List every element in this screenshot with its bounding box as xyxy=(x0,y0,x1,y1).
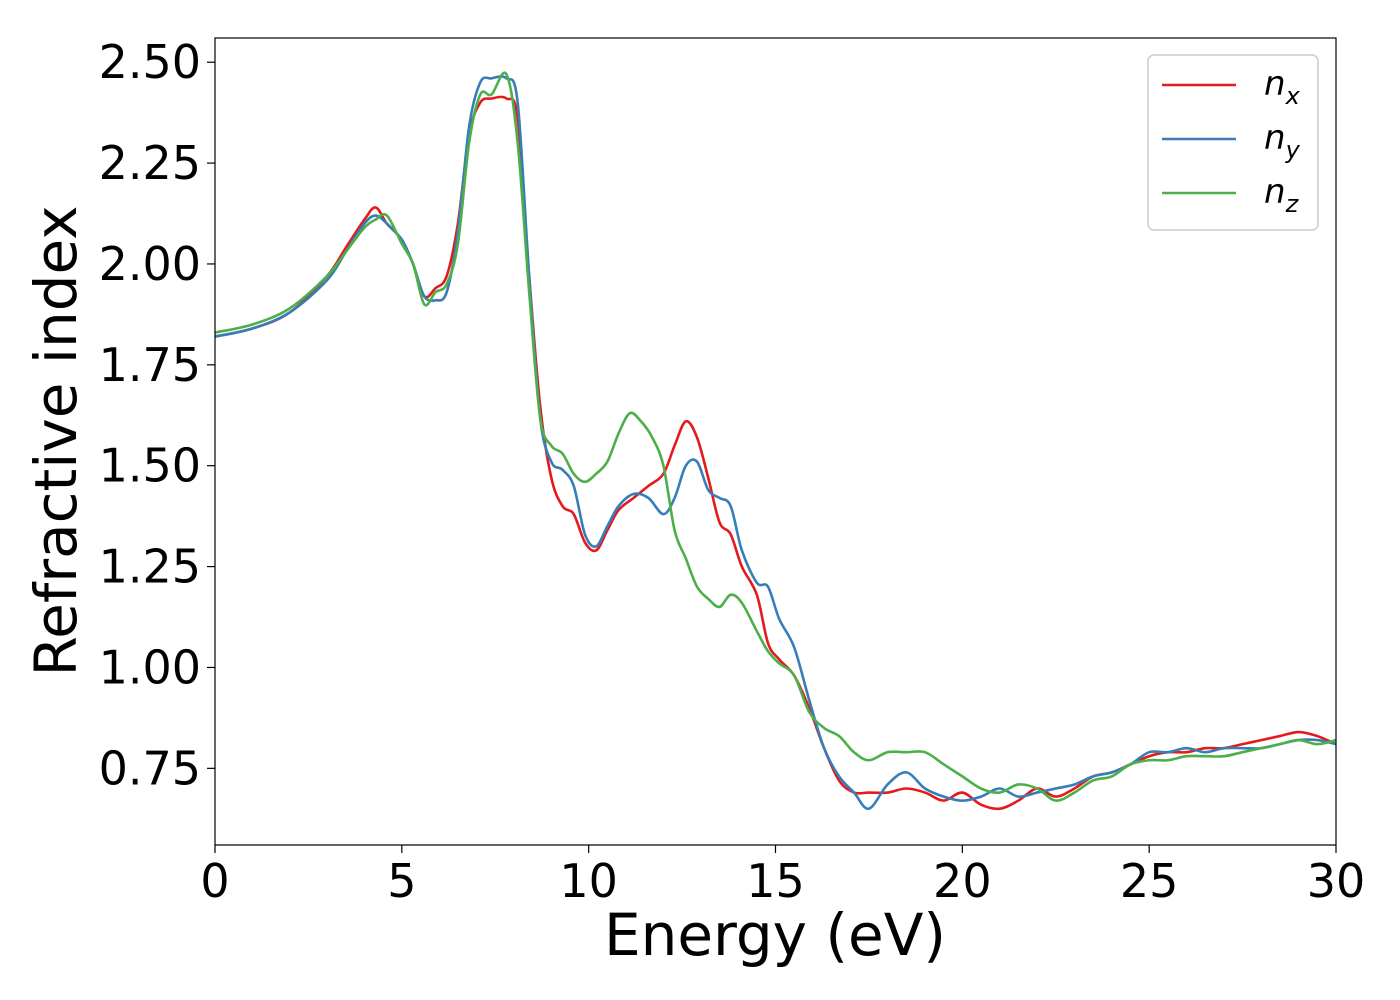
x-tick-label: 0 xyxy=(200,854,229,908)
legend-box xyxy=(1147,54,1319,231)
y-axis: 0.75 1.00 1.25 1.50 1.75 2.00 2.25 2.50 xyxy=(99,35,215,795)
x-tick-label: 5 xyxy=(387,854,416,908)
y-tick-label: 2.00 xyxy=(99,237,201,291)
series-line-n-z xyxy=(215,71,1336,802)
y-tick-label: 0.75 xyxy=(99,741,201,795)
legend: nx ny nz xyxy=(1147,54,1319,231)
x-tick-label: 25 xyxy=(1120,854,1179,908)
series-line-n-y xyxy=(215,75,1336,810)
y-tick-label: 1.50 xyxy=(99,439,201,493)
y-tick-label: 2.25 xyxy=(99,136,201,190)
x-axis-title: Energy (eV) xyxy=(604,901,946,969)
y-tick-label: 1.00 xyxy=(99,640,201,694)
legend-entries: nx ny nz xyxy=(1162,64,1301,218)
x-tick-label: 15 xyxy=(746,854,805,908)
x-tick-label: 30 xyxy=(1307,854,1366,908)
legend-label: nz xyxy=(1264,172,1300,218)
y-tick-label: 1.25 xyxy=(99,540,201,594)
x-tick-label: 20 xyxy=(933,854,992,908)
series-layer xyxy=(215,71,1336,811)
plot-area xyxy=(214,37,1337,846)
y-axis-title: Refractive index xyxy=(22,205,90,676)
y-tick-label: 1.75 xyxy=(99,338,201,392)
x-axis: 0 5 10 15 20 25 30 xyxy=(200,845,1365,908)
legend-label: nx xyxy=(1264,64,1301,110)
y-tick-label: 2.50 xyxy=(99,35,201,89)
x-tick-label: 10 xyxy=(559,854,618,908)
legend-label: ny xyxy=(1264,118,1301,164)
